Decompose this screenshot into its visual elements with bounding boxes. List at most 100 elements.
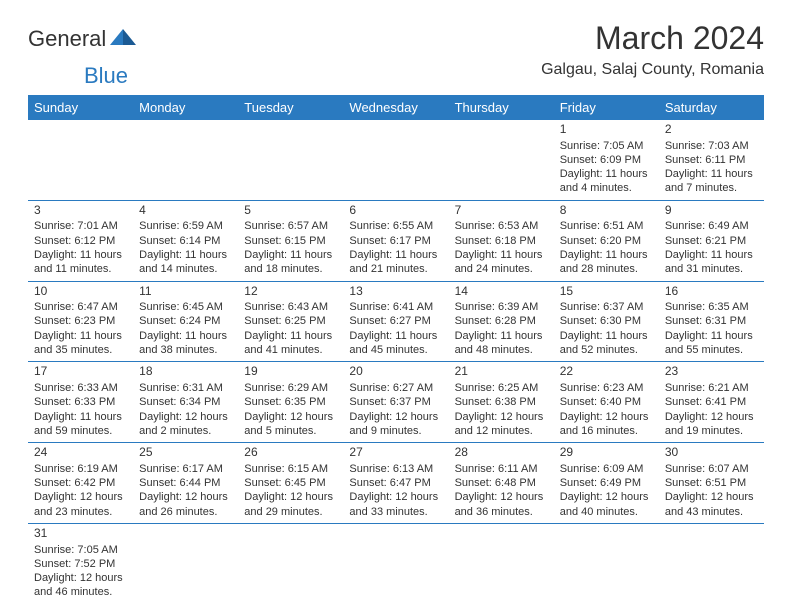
sunset-text: Sunset: 6:33 PM	[34, 395, 127, 409]
day-number: 1	[560, 122, 653, 138]
calendar-day: 5Sunrise: 6:57 AMSunset: 6:15 PMDaylight…	[238, 200, 343, 281]
daylight-text: Daylight: 12 hours and 16 minutes.	[560, 410, 653, 439]
weekday-header: Tuesday	[238, 95, 343, 120]
calendar-row: 1Sunrise: 7:05 AMSunset: 6:09 PMDaylight…	[28, 120, 764, 200]
day-number: 14	[455, 284, 548, 300]
sunrise-text: Sunrise: 6:07 AM	[665, 462, 758, 476]
day-number: 8	[560, 203, 653, 219]
sunrise-text: Sunrise: 7:03 AM	[665, 139, 758, 153]
daylight-text: Daylight: 11 hours and 38 minutes.	[139, 329, 232, 358]
day-number: 12	[244, 284, 337, 300]
sunrise-text: Sunrise: 7:01 AM	[34, 219, 127, 233]
daylight-text: Daylight: 11 hours and 35 minutes.	[34, 329, 127, 358]
daylight-text: Daylight: 11 hours and 55 minutes.	[665, 329, 758, 358]
sunrise-text: Sunrise: 6:21 AM	[665, 381, 758, 395]
calendar-day: 23Sunrise: 6:21 AMSunset: 6:41 PMDayligh…	[659, 362, 764, 443]
calendar-day: 21Sunrise: 6:25 AMSunset: 6:38 PMDayligh…	[449, 362, 554, 443]
sunrise-text: Sunrise: 6:11 AM	[455, 462, 548, 476]
day-number: 11	[139, 284, 232, 300]
calendar-empty	[554, 523, 659, 603]
day-number: 20	[349, 364, 442, 380]
sunrise-text: Sunrise: 6:51 AM	[560, 219, 653, 233]
calendar-day: 2Sunrise: 7:03 AMSunset: 6:11 PMDaylight…	[659, 120, 764, 200]
day-number: 30	[665, 445, 758, 461]
day-number: 29	[560, 445, 653, 461]
sunset-text: Sunset: 6:35 PM	[244, 395, 337, 409]
sunrise-text: Sunrise: 6:53 AM	[455, 219, 548, 233]
daylight-text: Daylight: 11 hours and 18 minutes.	[244, 248, 337, 277]
weekday-header: Monday	[133, 95, 238, 120]
sunrise-text: Sunrise: 6:49 AM	[665, 219, 758, 233]
daylight-text: Daylight: 11 hours and 24 minutes.	[455, 248, 548, 277]
calendar-day: 18Sunrise: 6:31 AMSunset: 6:34 PMDayligh…	[133, 362, 238, 443]
calendar-empty	[133, 120, 238, 200]
day-number: 4	[139, 203, 232, 219]
calendar-day: 31Sunrise: 7:05 AMSunset: 7:52 PMDayligh…	[28, 523, 133, 603]
sunset-text: Sunset: 6:47 PM	[349, 476, 442, 490]
day-number: 25	[139, 445, 232, 461]
logo-suffix: Blue	[84, 63, 128, 88]
day-number: 2	[665, 122, 758, 138]
weekday-header-row: SundayMondayTuesdayWednesdayThursdayFrid…	[28, 95, 764, 120]
daylight-text: Daylight: 11 hours and 31 minutes.	[665, 248, 758, 277]
daylight-text: Daylight: 12 hours and 9 minutes.	[349, 410, 442, 439]
sunset-text: Sunset: 6:51 PM	[665, 476, 758, 490]
calendar-table: SundayMondayTuesdayWednesdayThursdayFrid…	[28, 95, 764, 604]
calendar-day: 17Sunrise: 6:33 AMSunset: 6:33 PMDayligh…	[28, 362, 133, 443]
daylight-text: Daylight: 12 hours and 36 minutes.	[455, 490, 548, 519]
sunset-text: Sunset: 6:41 PM	[665, 395, 758, 409]
sunrise-text: Sunrise: 6:25 AM	[455, 381, 548, 395]
calendar-day: 12Sunrise: 6:43 AMSunset: 6:25 PMDayligh…	[238, 281, 343, 362]
daylight-text: Daylight: 11 hours and 41 minutes.	[244, 329, 337, 358]
sunset-text: Sunset: 6:44 PM	[139, 476, 232, 490]
logo: General	[28, 20, 138, 52]
day-number: 28	[455, 445, 548, 461]
sunrise-text: Sunrise: 6:23 AM	[560, 381, 653, 395]
day-number: 21	[455, 364, 548, 380]
day-number: 9	[665, 203, 758, 219]
calendar-empty	[133, 523, 238, 603]
day-number: 13	[349, 284, 442, 300]
calendar-empty	[238, 523, 343, 603]
daylight-text: Daylight: 11 hours and 59 minutes.	[34, 410, 127, 439]
calendar-day: 7Sunrise: 6:53 AMSunset: 6:18 PMDaylight…	[449, 200, 554, 281]
sunset-text: Sunset: 6:15 PM	[244, 234, 337, 248]
daylight-text: Daylight: 11 hours and 21 minutes.	[349, 248, 442, 277]
calendar-day: 24Sunrise: 6:19 AMSunset: 6:42 PMDayligh…	[28, 443, 133, 524]
daylight-text: Daylight: 11 hours and 45 minutes.	[349, 329, 442, 358]
calendar-body: 1Sunrise: 7:05 AMSunset: 6:09 PMDaylight…	[28, 120, 764, 604]
day-number: 15	[560, 284, 653, 300]
sunrise-text: Sunrise: 6:41 AM	[349, 300, 442, 314]
sunrise-text: Sunrise: 6:57 AM	[244, 219, 337, 233]
calendar-day: 6Sunrise: 6:55 AMSunset: 6:17 PMDaylight…	[343, 200, 448, 281]
daylight-text: Daylight: 12 hours and 23 minutes.	[34, 490, 127, 519]
calendar-empty	[28, 120, 133, 200]
sunrise-text: Sunrise: 6:31 AM	[139, 381, 232, 395]
calendar-day: 28Sunrise: 6:11 AMSunset: 6:48 PMDayligh…	[449, 443, 554, 524]
weekday-header: Saturday	[659, 95, 764, 120]
day-number: 17	[34, 364, 127, 380]
calendar-day: 25Sunrise: 6:17 AMSunset: 6:44 PMDayligh…	[133, 443, 238, 524]
sunrise-text: Sunrise: 6:59 AM	[139, 219, 232, 233]
weekday-header: Thursday	[449, 95, 554, 120]
calendar-day: 15Sunrise: 6:37 AMSunset: 6:30 PMDayligh…	[554, 281, 659, 362]
calendar-day: 16Sunrise: 6:35 AMSunset: 6:31 PMDayligh…	[659, 281, 764, 362]
sunrise-text: Sunrise: 6:13 AM	[349, 462, 442, 476]
day-number: 19	[244, 364, 337, 380]
sunset-text: Sunset: 6:14 PM	[139, 234, 232, 248]
calendar-day: 27Sunrise: 6:13 AMSunset: 6:47 PMDayligh…	[343, 443, 448, 524]
day-number: 16	[665, 284, 758, 300]
sunrise-text: Sunrise: 6:55 AM	[349, 219, 442, 233]
calendar-empty	[343, 120, 448, 200]
sunrise-text: Sunrise: 7:05 AM	[34, 543, 127, 557]
day-number: 3	[34, 203, 127, 219]
logo-prefix: General	[28, 26, 106, 52]
sunset-text: Sunset: 6:25 PM	[244, 314, 337, 328]
calendar-empty	[449, 523, 554, 603]
daylight-text: Daylight: 12 hours and 2 minutes.	[139, 410, 232, 439]
daylight-text: Daylight: 12 hours and 12 minutes.	[455, 410, 548, 439]
sunset-text: Sunset: 6:12 PM	[34, 234, 127, 248]
day-number: 26	[244, 445, 337, 461]
calendar-row: 10Sunrise: 6:47 AMSunset: 6:23 PMDayligh…	[28, 281, 764, 362]
calendar-row: 17Sunrise: 6:33 AMSunset: 6:33 PMDayligh…	[28, 362, 764, 443]
